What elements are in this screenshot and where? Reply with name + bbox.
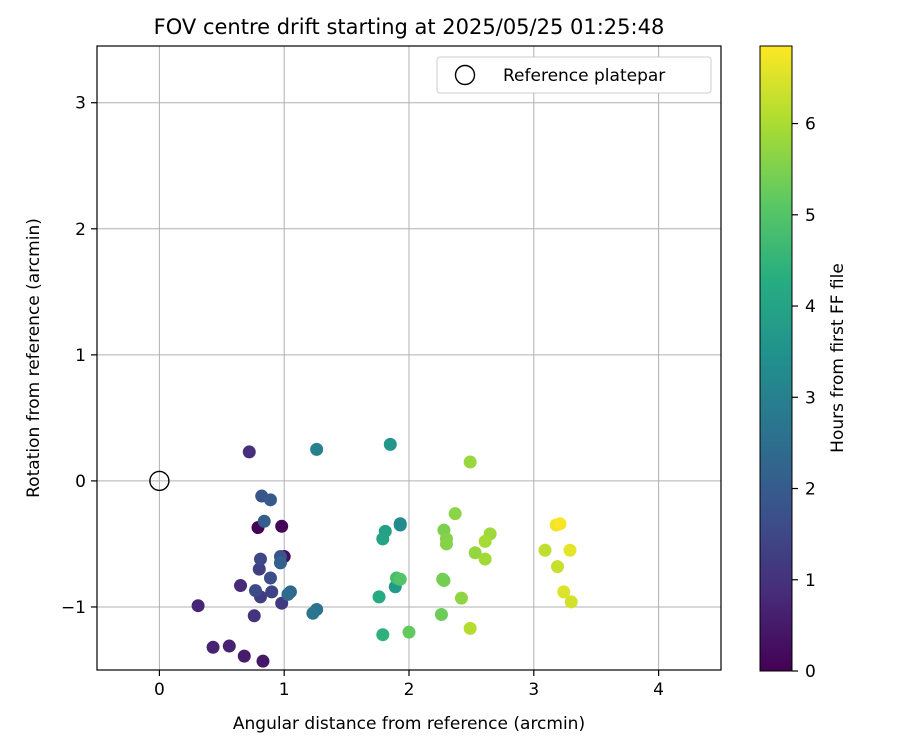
y-ticks: −1 0 1 2 3 — [61, 94, 97, 618]
data-point — [263, 493, 277, 507]
data-point — [253, 552, 267, 566]
x-tick-label: 2 — [404, 680, 415, 700]
x-tick-label: 0 — [154, 680, 165, 700]
data-point — [564, 595, 578, 609]
data-point — [252, 562, 266, 576]
reference-point — [149, 470, 170, 492]
data-point — [206, 640, 220, 654]
data-point — [553, 517, 567, 531]
colorbar-label: Hours from first FF file — [828, 263, 848, 453]
colorbar: 0 1 2 3 4 5 6 Hours from first FF file — [759, 45, 848, 682]
legend-marker-icon — [454, 64, 476, 86]
data-point — [222, 639, 236, 653]
data-point — [478, 552, 492, 566]
data-point — [247, 609, 261, 623]
data-point — [237, 649, 251, 663]
legend-entry-reference: Reference platepar — [503, 66, 665, 86]
data-point — [454, 591, 468, 605]
x-axis-label: Angular distance from reference (arcmin) — [233, 714, 585, 734]
x-ticks: 0 1 2 3 4 — [154, 670, 664, 700]
data-point — [437, 573, 451, 587]
legend: Reference platepar — [436, 56, 712, 94]
y-axis-label: Rotation from reference (arcmin) — [24, 218, 44, 498]
data-point — [376, 628, 390, 642]
data-point — [402, 625, 416, 639]
data-point — [256, 654, 270, 668]
y-tick-label: −1 — [61, 598, 86, 618]
data-point — [557, 585, 571, 599]
colorbar-tick-label: 5 — [805, 206, 816, 226]
data-point — [376, 532, 390, 546]
data-point — [257, 514, 271, 528]
data-point — [263, 571, 277, 585]
x-tick-label: 4 — [653, 680, 664, 700]
colorbar-tick-label: 3 — [805, 388, 816, 408]
data-point — [448, 507, 462, 521]
data-point — [234, 579, 248, 593]
data-point — [463, 455, 477, 469]
data-point — [383, 437, 397, 451]
data-point — [463, 621, 477, 635]
data-point — [563, 543, 577, 557]
data-point — [275, 519, 289, 533]
data-point — [478, 534, 492, 548]
data-point — [538, 543, 552, 557]
data-point — [551, 560, 565, 574]
colorbar-tick-label: 6 — [805, 115, 816, 135]
data-point — [281, 587, 295, 601]
colorbar-tick-label: 0 — [805, 662, 816, 682]
legend-box — [436, 56, 712, 94]
y-tick-label: 2 — [75, 220, 86, 240]
chart-title: FOV centre drift starting at 2025/05/25 … — [154, 15, 665, 39]
colorbar-gradient — [759, 45, 793, 672]
data-point — [439, 537, 453, 551]
data-point — [191, 599, 205, 613]
reference-marker — [149, 470, 170, 492]
data-point — [248, 584, 262, 598]
data-point — [372, 590, 386, 604]
colorbar-ticks: 0 1 2 3 4 5 6 — [792, 115, 816, 682]
grid-lines — [97, 46, 721, 670]
data-point — [242, 445, 256, 459]
y-tick-label: 1 — [75, 346, 86, 366]
y-tick-label: 3 — [75, 94, 86, 114]
data-point — [273, 556, 287, 570]
colorbar-tick-label: 4 — [805, 297, 816, 317]
data-point — [310, 442, 324, 456]
data-point — [393, 572, 407, 586]
x-tick-label: 1 — [279, 680, 290, 700]
y-tick-label: 0 — [75, 472, 86, 492]
colorbar-tick-label: 2 — [805, 480, 816, 500]
colorbar-tick-label: 1 — [805, 571, 816, 591]
x-tick-label: 3 — [528, 680, 539, 700]
data-point — [265, 585, 279, 599]
data-points — [191, 437, 578, 668]
data-point — [306, 606, 320, 620]
data-point — [434, 608, 448, 622]
data-point — [393, 518, 407, 532]
data-point — [468, 546, 482, 560]
